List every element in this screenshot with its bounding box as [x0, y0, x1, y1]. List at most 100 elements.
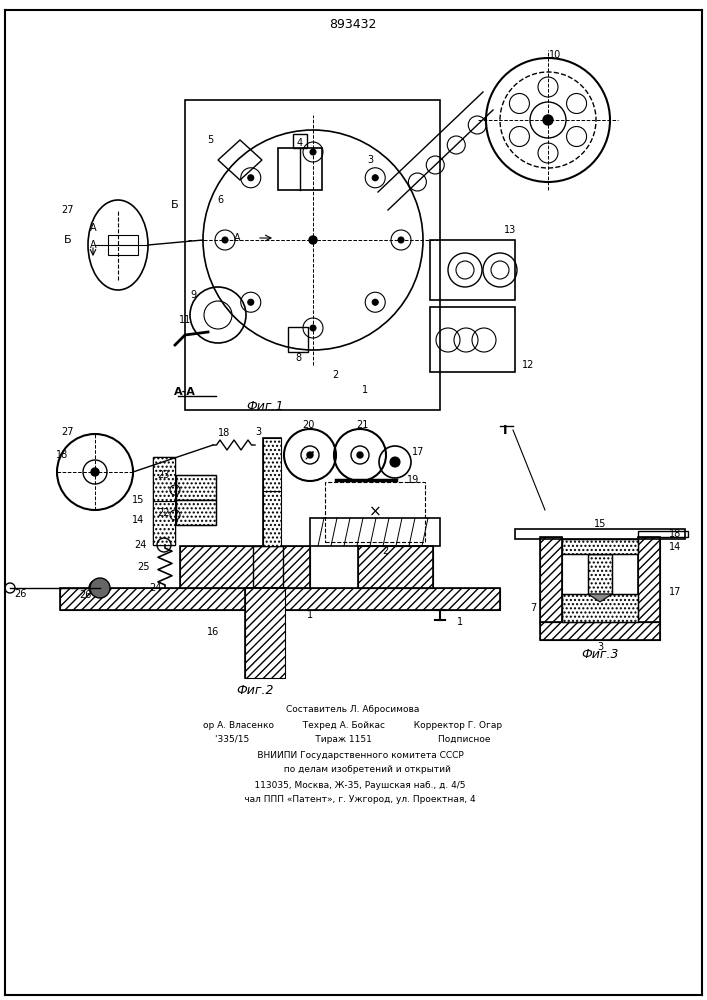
Bar	[245, 588, 285, 678]
Text: Фиг.2: Фиг.2	[236, 684, 274, 696]
Text: 20: 20	[302, 420, 314, 430]
Text: 2: 2	[382, 546, 388, 556]
Circle shape	[310, 325, 316, 331]
Text: ор А. Власенко          Техред А. Бойкас          Корректор Г. Огар: ор А. Власенко Техред А. Бойкас Корректо…	[204, 720, 503, 730]
Text: 21: 21	[356, 420, 368, 430]
Text: 1: 1	[457, 617, 463, 627]
Bar	[263, 438, 281, 546]
Text: 26: 26	[78, 590, 91, 600]
Polygon shape	[588, 594, 612, 602]
Bar	[430, 240, 515, 300]
Circle shape	[307, 452, 313, 458]
Bar	[180, 546, 310, 588]
Bar	[153, 457, 175, 545]
Bar	[185, 100, 440, 410]
Text: по делам изобретений и открытий: по делам изобретений и открытий	[255, 766, 451, 774]
Text: 25: 25	[136, 562, 149, 572]
Text: А: А	[90, 223, 96, 233]
Text: 24: 24	[148, 583, 161, 593]
Bar	[153, 457, 175, 501]
Circle shape	[372, 299, 378, 305]
Circle shape	[357, 452, 363, 458]
Bar	[562, 594, 638, 622]
Text: Фиг.1: Фиг.1	[246, 400, 284, 414]
Bar	[358, 546, 433, 588]
Circle shape	[390, 457, 400, 467]
Circle shape	[247, 299, 254, 305]
Text: 1: 1	[362, 385, 368, 395]
Text: 3: 3	[597, 642, 603, 652]
Bar	[540, 622, 660, 640]
Bar	[638, 537, 660, 622]
Bar	[540, 622, 660, 640]
Bar	[358, 546, 433, 588]
Text: 27: 27	[62, 427, 74, 437]
Text: 17: 17	[669, 587, 681, 597]
Bar	[325, 482, 425, 542]
Bar	[60, 588, 500, 610]
Text: 893432: 893432	[329, 18, 377, 31]
Bar	[562, 539, 638, 554]
Circle shape	[310, 149, 316, 155]
Text: 14: 14	[669, 542, 681, 552]
Bar	[108, 235, 138, 255]
Bar	[263, 438, 281, 491]
Text: 13: 13	[504, 225, 516, 235]
Bar	[588, 554, 612, 594]
Bar	[153, 501, 175, 545]
Text: 23: 23	[157, 470, 169, 480]
Text: ×: ×	[368, 504, 381, 520]
Text: 2: 2	[332, 370, 338, 380]
Circle shape	[309, 236, 317, 244]
Text: А: А	[234, 233, 240, 243]
Bar	[176, 475, 216, 500]
Circle shape	[398, 237, 404, 243]
Text: 6: 6	[217, 195, 223, 205]
Text: 18: 18	[669, 529, 681, 539]
Bar	[245, 588, 285, 678]
Bar	[60, 588, 500, 610]
Text: 9: 9	[190, 290, 196, 300]
Text: А: А	[90, 240, 96, 250]
Bar	[588, 554, 612, 594]
Text: 27: 27	[62, 205, 74, 215]
Bar	[176, 500, 216, 525]
Bar	[278, 148, 322, 190]
Bar	[430, 307, 515, 372]
Text: 7: 7	[530, 603, 536, 613]
Text: чал ППП «Патент», г. Ужгород, ул. Проектная, 4: чал ППП «Патент», г. Ужгород, ул. Проект…	[230, 796, 476, 804]
Text: 17: 17	[411, 447, 424, 457]
Bar	[253, 546, 283, 588]
Bar	[288, 327, 308, 352]
Bar	[176, 475, 216, 500]
Text: ВНИИПИ Государственного комитета СССР: ВНИИПИ Государственного комитета СССР	[243, 750, 463, 760]
Text: Фиг.3: Фиг.3	[581, 648, 619, 662]
Text: 11: 11	[179, 315, 191, 325]
Text: А-А: А-А	[174, 387, 196, 397]
Text: 19: 19	[407, 475, 419, 485]
Circle shape	[90, 578, 110, 598]
Text: 14: 14	[132, 515, 144, 525]
Text: 1: 1	[307, 610, 313, 620]
Text: '335/15                       Тираж 1151                       Подписное: '335/15 Тираж 1151 Подписное	[215, 736, 491, 744]
Bar	[515, 529, 685, 539]
Text: 18: 18	[56, 450, 68, 460]
Bar	[638, 537, 660, 622]
Text: 4: 4	[297, 138, 303, 148]
Bar	[540, 537, 562, 622]
Text: Составитель Л. Абросимова: Составитель Л. Абросимова	[286, 706, 420, 714]
Circle shape	[372, 175, 378, 181]
Text: 16: 16	[207, 627, 219, 637]
Circle shape	[247, 175, 254, 181]
Text: Б: Б	[171, 200, 179, 210]
Bar	[540, 537, 562, 622]
Text: 3: 3	[367, 155, 373, 165]
Text: 10: 10	[549, 50, 561, 60]
Circle shape	[222, 237, 228, 243]
Bar	[180, 546, 310, 588]
Bar	[638, 531, 688, 537]
Bar	[562, 539, 638, 554]
Text: 8: 8	[295, 353, 301, 363]
Text: 15: 15	[132, 495, 144, 505]
Bar	[263, 491, 281, 546]
